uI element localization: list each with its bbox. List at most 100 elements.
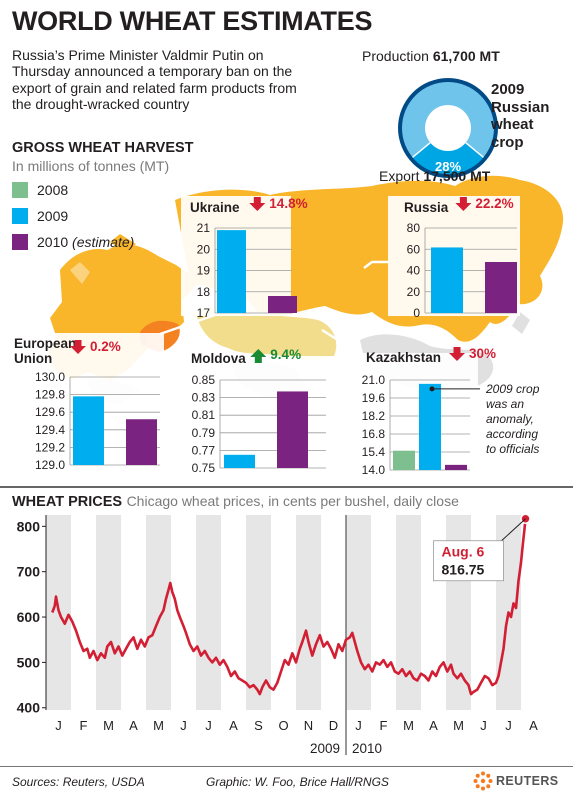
donut-hole <box>425 105 471 151</box>
year-label: 2010 <box>352 741 382 756</box>
y-tick-label: 0.81 <box>192 408 216 422</box>
donut-chart: 28% <box>398 78 498 178</box>
legend-item: 2008 <box>12 182 68 198</box>
y-tick-label: 60 <box>407 242 421 256</box>
panel-title: Kazakhstan <box>366 350 441 365</box>
reuters-dots-icon <box>473 771 493 791</box>
arrow-up-icon <box>250 349 267 363</box>
arrow-down-icon <box>455 197 472 211</box>
callout-date: Aug. 6 <box>442 544 485 560</box>
reuters-wordmark: REUTERS <box>496 774 559 788</box>
x-tick-label: A <box>129 718 138 733</box>
arrow-down-icon <box>249 197 266 211</box>
callout-box <box>433 540 504 582</box>
donut-title: 2009 Russian wheat crop <box>491 81 549 151</box>
bar-2010 <box>126 419 157 465</box>
y-tick-label: 400 <box>17 700 41 716</box>
y-tick-label: 20 <box>407 285 421 299</box>
year-label: 2009 <box>310 741 340 756</box>
legend-item: 2010 (estimate) <box>12 234 134 250</box>
x-tick-label: M <box>153 718 164 733</box>
x-tick-label: J <box>55 718 62 733</box>
bar-chart-moldova: Moldova 9.4% 0.85 0.83 0.81 0.79 0.77 0.75 <box>159 347 335 475</box>
bar-chart-russia: Russia 22.2% 80 60 40 20 0 <box>363 196 520 320</box>
x-tick-label: O <box>278 718 288 733</box>
headline: WORLD WHEAT ESTIMATES <box>12 6 373 36</box>
x-tick-label: N <box>304 718 313 733</box>
x-tick-label: M <box>453 718 464 733</box>
y-tick-label: 0.75 <box>192 461 216 475</box>
reuters-logo: REUTERS <box>473 770 569 792</box>
bar-2010 <box>485 262 517 313</box>
x-tick-label: F <box>380 718 388 733</box>
month-band <box>346 515 371 710</box>
panel-title: Russia <box>404 200 449 215</box>
scandinavia-shape <box>110 234 136 252</box>
bar-2010 <box>445 464 467 470</box>
donut-divider <box>465 142 484 158</box>
footer-divider <box>0 766 573 767</box>
production-label: Production <box>362 48 429 64</box>
panel-change: 22.2% <box>475 196 513 211</box>
bar-chart-kazakhstan: Kazakhstan 30% 21.0 19.6 18.2 16.8 15.4 14.0 200… <box>321 328 540 477</box>
y-tick-label: 0 <box>413 306 420 320</box>
y-tick-label: 0.83 <box>192 391 216 405</box>
bar-2009 <box>431 247 463 313</box>
x-tick-label: S <box>254 718 263 733</box>
donut-share-label: 28% <box>435 159 461 174</box>
callout-leader <box>501 518 526 542</box>
y-tick-label: 130.0 <box>35 370 65 384</box>
y-tick-label: 20 <box>197 242 211 256</box>
month-band <box>296 515 321 710</box>
y-tick-label: 17 <box>197 306 211 320</box>
price-subtitle: Chicago wheat prices, in cents per bushe… <box>126 493 459 509</box>
harvest-bar-charts: Ukraine 14.8% 21 20 19 18 17 Russia 22.2% 80 60 40 2… <box>4 196 540 477</box>
x-tick-label: A <box>429 718 438 733</box>
y-tick-label: 15.4 <box>362 445 386 459</box>
bar-2009 <box>73 396 104 465</box>
legend-swatch <box>12 182 28 198</box>
panel-connector <box>159 352 184 362</box>
kazakhstan-shape <box>196 306 337 360</box>
arrow-down-icon <box>70 340 86 354</box>
panel-title: European <box>14 336 76 351</box>
y-tick-label: 40 <box>407 264 421 278</box>
month-band <box>146 515 171 710</box>
y-tick-label: 14.0 <box>362 463 386 477</box>
panel-connector <box>159 313 216 336</box>
price-line <box>51 518 527 696</box>
panel-change: 14.8% <box>269 196 307 211</box>
y-tick-label: 21 <box>197 221 211 235</box>
y-tick-label: 700 <box>17 564 41 580</box>
panel-title: Ukraine <box>190 200 240 215</box>
legend-label: 2010 <box>37 234 69 250</box>
callout-value: 816.75 <box>442 562 485 578</box>
y-tick-label: 80 <box>407 221 421 235</box>
donut-title-line: 2009 <box>491 81 525 98</box>
x-tick-label: J <box>355 718 362 733</box>
y-tick-label: 16.8 <box>362 427 386 441</box>
y-tick-label: 129.2 <box>35 440 65 454</box>
y-tick-label: 800 <box>17 518 41 534</box>
harvest-title: GROSS WHEAT HARVEST <box>12 140 194 156</box>
bar-chart-ukraine: Ukraine 14.8% 21 20 19 18 17 <box>159 196 308 336</box>
x-tick-label: M <box>403 718 414 733</box>
month-band <box>96 515 121 710</box>
x-tick-label: F <box>80 718 88 733</box>
x-tick-label: D <box>329 718 338 733</box>
bar-2009 <box>217 230 246 313</box>
harvest-subtitle: In millions of tonnes (MT) <box>12 158 170 174</box>
y-tick-label: 129.6 <box>35 405 65 419</box>
donut-title-line: crop <box>491 133 524 151</box>
panel-background <box>183 356 335 472</box>
section-divider <box>0 486 573 488</box>
annotation-text: 2009 crop <box>485 382 540 396</box>
panel-change: 30% <box>469 346 496 361</box>
y-tick-label: 19 <box>197 264 211 278</box>
bar-2010 <box>268 296 297 313</box>
y-tick-label: 500 <box>17 654 41 670</box>
donut-title-line: wheat <box>491 116 534 133</box>
legend-swatch <box>12 234 28 250</box>
